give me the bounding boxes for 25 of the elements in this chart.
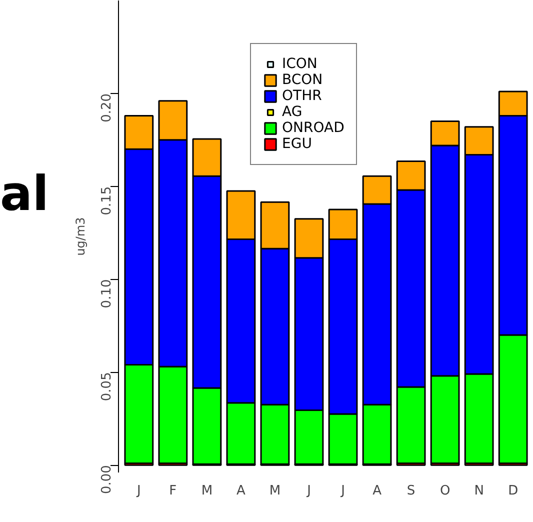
x-tick-label: J [340,484,345,498]
x-tick-label: J [136,484,141,498]
x-tick-label: O [440,484,450,498]
y-tick-label: 0.00 [100,465,114,494]
x-tick-label: N [474,484,484,498]
x-tick-label: M [269,484,281,498]
y-axis-title: ug/m3 [74,217,88,256]
x-tick-label: A [236,484,246,498]
y-tick-label: 0.20 [100,93,114,122]
legend-label: EGU [282,136,312,152]
x-tick-label: A [372,484,382,498]
x-tick-label: M [201,484,213,498]
legend-label: ICON [282,56,318,72]
legend-label: AG [282,104,302,120]
legend-label: ONROAD [282,120,344,136]
legend-label: OTHR [282,88,322,104]
legend-label: BCON [282,72,323,88]
text: al [0,166,49,222]
x-tick-label: S [406,484,416,498]
y-tick-label: 0.10 [100,279,114,308]
x-tick-label: F [169,484,177,498]
y-tick-label: 0.05 [100,372,114,402]
x-tick-label: D [508,484,518,498]
y-tick-label: 0.15 [100,186,114,216]
x-tick-label: J [306,484,311,498]
